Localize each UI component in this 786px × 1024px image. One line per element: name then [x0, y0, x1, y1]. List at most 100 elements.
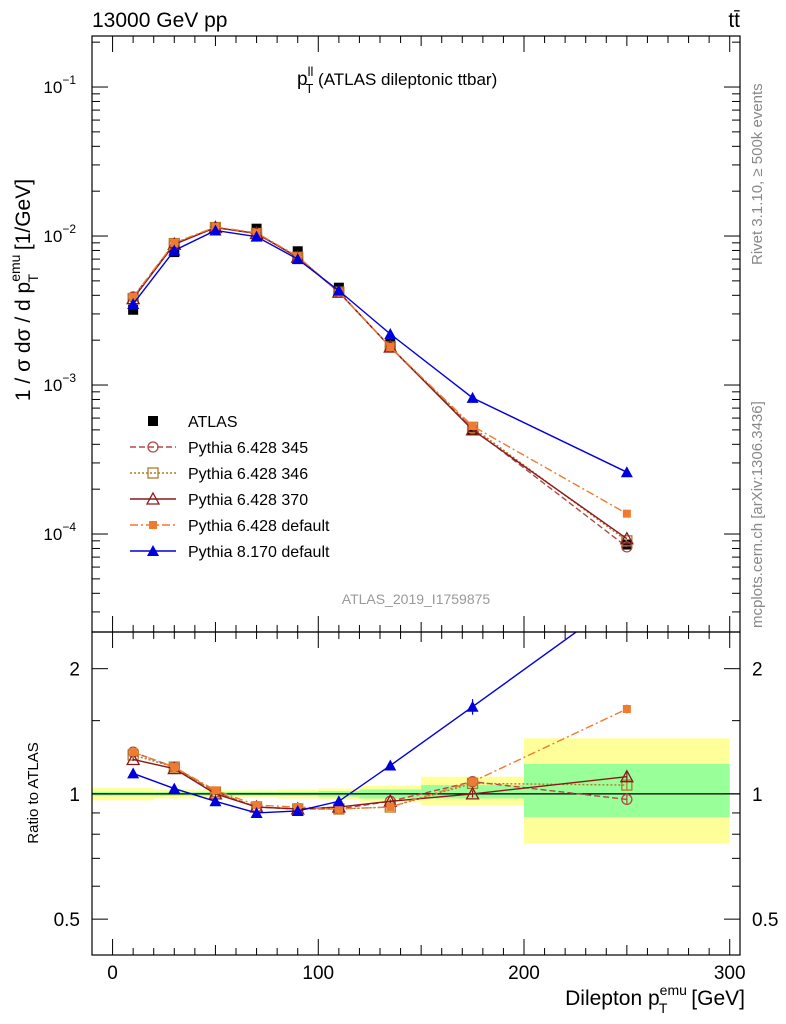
ratio-point-p6def — [129, 748, 138, 757]
point-p8 — [127, 297, 140, 309]
main-ytick-exponent: −1 — [62, 73, 76, 87]
ratio-point-p6def — [211, 786, 220, 795]
x-tick-label: 100 — [302, 963, 334, 984]
main-title: pll T (ATLAS dileptonic ttbar) — [297, 64, 497, 96]
ratio-ytick-label: 2 — [69, 660, 80, 681]
point-p8 — [384, 328, 397, 339]
ratio-point-p370 — [465, 786, 480, 800]
main-title-sub: T — [305, 81, 313, 96]
legend-label-p8: Pythia 8.170 default — [188, 544, 330, 561]
ratio-point-p6def — [252, 801, 261, 810]
point-p345 — [621, 541, 633, 553]
point-p370 — [619, 531, 634, 545]
main-title-sup: ll — [308, 64, 314, 79]
ratio-point-p6def — [622, 704, 631, 713]
ratio-ytick-label-right: 2 — [752, 660, 763, 681]
ratio-point-p8 — [127, 767, 140, 779]
ratio-ytick-label-right: 0.5 — [752, 910, 778, 931]
ratio-point-p8 — [332, 795, 345, 807]
xlabel-pre: Dilepton p — [565, 987, 660, 1010]
process-label: tt̄ — [728, 9, 740, 32]
xlabel-post: [GeV] — [685, 987, 745, 1010]
ratio-ytick-label-right: 1 — [752, 785, 763, 806]
point-p8 — [209, 224, 222, 236]
main-ytick-label: 10−4 — [43, 520, 76, 544]
main-title-p: p — [297, 69, 308, 90]
main-ytick-exponent: −4 — [62, 520, 76, 534]
ratio-point-p6def — [170, 763, 179, 772]
main-axes: 10−410−310−210−1 — [43, 36, 740, 632]
ratio-bands — [92, 738, 740, 844]
xlabel-sub: T — [659, 1000, 668, 1016]
legend-label-data: ATLAS — [188, 414, 238, 431]
main-ytick-label: 10−3 — [43, 371, 76, 395]
legend-marker-data — [148, 416, 158, 426]
point-p8 — [620, 466, 633, 478]
main-ylabel-sup: emu — [7, 255, 23, 282]
ratio-point-p8 — [209, 795, 222, 807]
point-p8 — [168, 244, 181, 256]
main-ytick-mantissa: 10 — [43, 376, 62, 395]
legend-label-p345: Pythia 6.428 345 — [188, 440, 308, 457]
main-ytick-label: 10−2 — [43, 222, 76, 246]
ratio-line-p346 — [132, 754, 627, 810]
ratio-point-p370 — [126, 752, 141, 766]
x-tick-label: 300 — [714, 963, 746, 984]
ratio-point-p6def — [386, 803, 395, 812]
main-ylabel-pre: 1 / σ dσ / d p — [12, 282, 35, 401]
point-p8 — [332, 284, 345, 296]
xlabel-sup: emu — [660, 982, 687, 998]
source-label: mcplots.cern.ch [arXiv:1306.3436] — [749, 401, 766, 628]
point-p8 — [291, 253, 304, 265]
ratio-ylabel: Ratio to ATLAS — [25, 742, 42, 843]
x-tick-label: 0 — [107, 963, 118, 984]
point-p6def — [170, 238, 179, 247]
legend-label-p6def: Pythia 6.428 default — [188, 518, 330, 535]
main-ylabel-sub: T — [25, 274, 41, 283]
ratio-point-p345 — [621, 793, 633, 806]
ratio-point-p6def — [468, 777, 477, 786]
x-axis-label: Dilepton pemu T [GeV] — [565, 982, 745, 1016]
main-ytick-mantissa: 10 — [43, 78, 62, 97]
analysis-id: ATLAS_2019_I1759875 — [342, 591, 491, 607]
point-p8 — [466, 391, 479, 403]
ratio-point-p8 — [621, 589, 633, 600]
series-p8 — [127, 224, 633, 478]
point-p6def — [468, 422, 477, 431]
x-tick-label: 200 — [508, 963, 540, 984]
legend-marker-p370 — [145, 491, 161, 505]
series-line-p8 — [132, 229, 628, 473]
main-ylabel: 1 / σ dσ / d pemu T [1/GeV] — [7, 179, 41, 401]
point-data — [621, 539, 632, 550]
ratio-point-p8 — [384, 759, 397, 771]
point-p6def — [386, 342, 395, 351]
point-data — [128, 304, 139, 315]
legend-label-p370: Pythia 6.428 370 — [188, 492, 308, 509]
main-frame — [91, 35, 741, 633]
energy-label: 13000 GeV pp — [92, 9, 227, 32]
rivet-label: Rivet 3.1.10, ≥ 500k events — [749, 83, 766, 265]
legend-marker-p345 — [147, 441, 159, 453]
ratio-line-p6def — [132, 708, 628, 810]
point-p6def — [622, 509, 631, 518]
ratio-axes: 0.5 0.5 1 1 2 2 0 100 200 300 — [54, 632, 778, 984]
main-ytick-label: 10−1 — [43, 73, 76, 97]
series-line-p6def — [132, 226, 628, 515]
main-series-layer — [126, 220, 634, 553]
ratio-series-p8 — [127, 589, 633, 818]
ratio-point-p8 — [250, 806, 263, 818]
ratio-point-p8 — [168, 782, 181, 794]
main-ytick-mantissa: 10 — [43, 525, 62, 544]
legend-label-p346: Pythia 6.428 346 — [188, 466, 308, 483]
main-ylabel-post: [1/GeV] — [12, 179, 35, 256]
ratio-ytick-label: 1 — [69, 785, 80, 806]
legend-marker-p346 — [147, 467, 159, 479]
ratio-series-layer — [126, 589, 634, 818]
ratio-point-p6def — [334, 804, 343, 813]
ratio-point-p8 — [291, 804, 304, 816]
legend: ATLAS Pythia 6.428 345 Pythia 6.428 346 Pyt… — [130, 414, 330, 561]
ratio-point-p8 — [466, 700, 479, 712]
ratio-ytick-label: 0.5 — [54, 910, 80, 931]
main-ytick-mantissa: 10 — [43, 227, 62, 246]
